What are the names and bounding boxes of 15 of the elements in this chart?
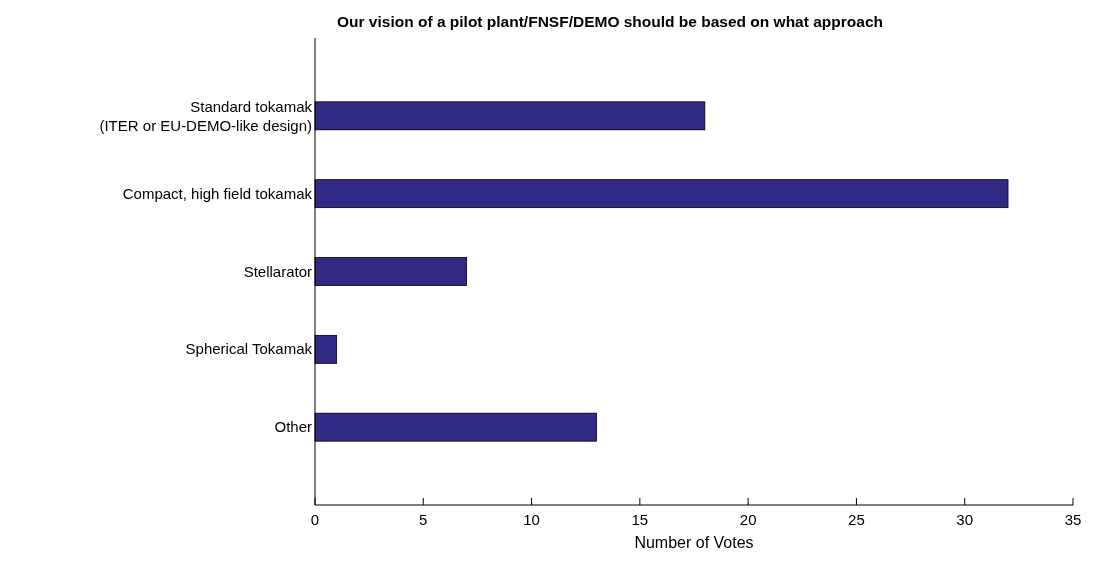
x-tick-label: 35 [1064, 511, 1082, 528]
y-tick-label: Standard tokamak (ITER or EU-DEMO-like design) [99, 97, 313, 134]
x-tick-label: 5 [419, 511, 428, 528]
x-tick-label: 15 [631, 511, 649, 528]
x-tick-label: 10 [523, 511, 540, 528]
x-tick-label: 20 [739, 511, 757, 528]
x-axis-title: Number of Votes [634, 534, 754, 551]
x-tick-label: 25 [848, 511, 865, 528]
x-tick-label: 30 [956, 511, 974, 528]
y-tick-label: Compact, high field tokamak [122, 184, 313, 202]
y-tick-label: Stellarator [243, 262, 312, 280]
x-tick-label: 0 [310, 511, 320, 528]
y-tick-label: Spherical Tokamak [185, 340, 313, 358]
chart-title: Our vision of a pilot plant/FNSF/DEMO should be based on what approach [337, 13, 883, 30]
y-tick-label: Other [274, 418, 312, 436]
